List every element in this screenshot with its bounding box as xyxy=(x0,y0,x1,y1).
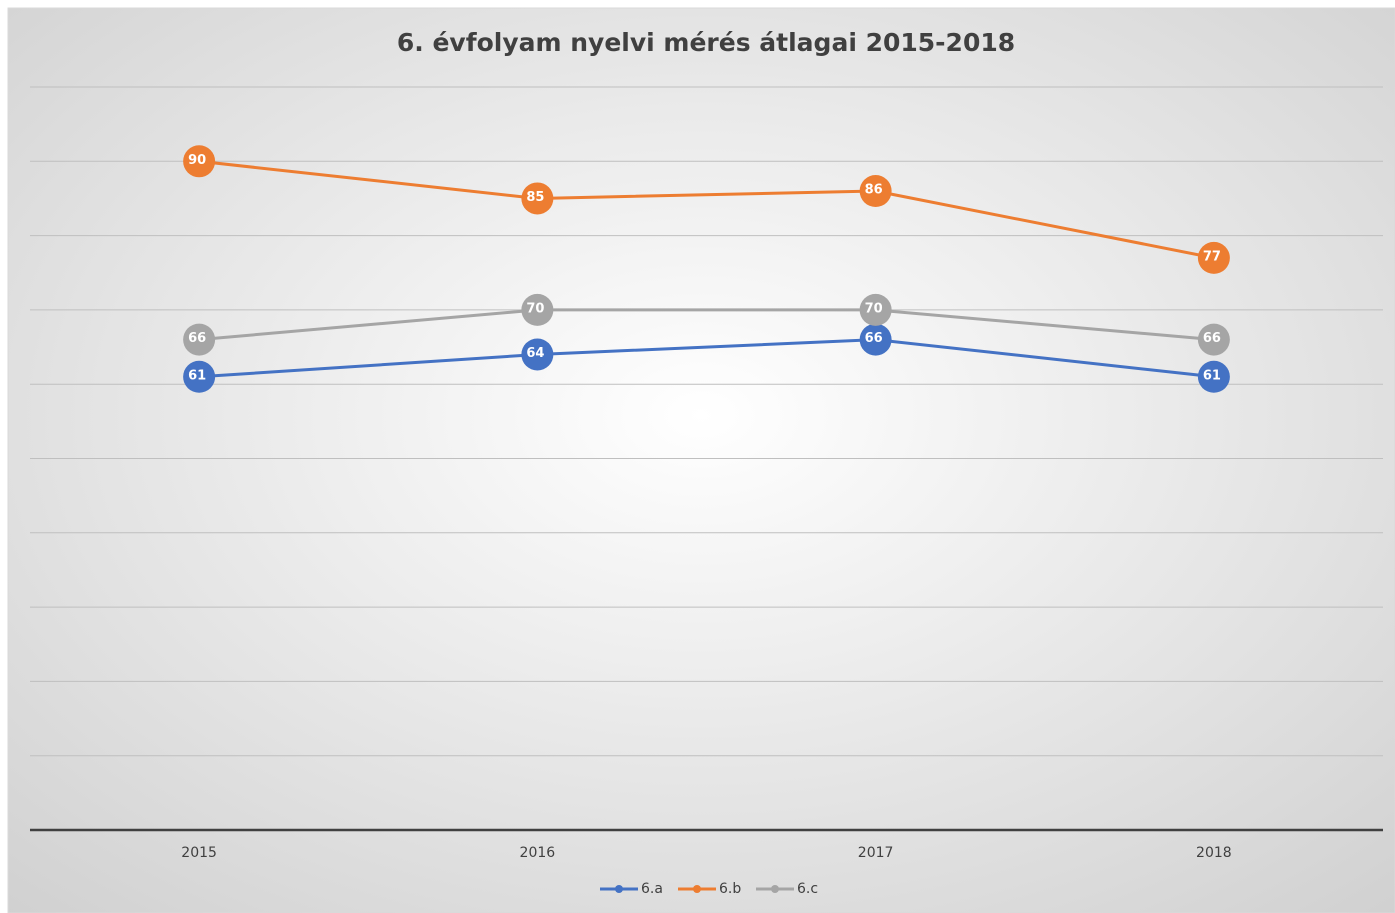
data-point xyxy=(183,360,216,393)
legend-marker xyxy=(615,885,623,893)
data-point xyxy=(1197,241,1230,274)
data-label: 61 xyxy=(1203,368,1221,383)
chart-title: 6. évfolyam nyelvi mérés átlagai 2015-20… xyxy=(397,28,1015,57)
x-tick-label: 2018 xyxy=(1196,845,1232,861)
data-point xyxy=(521,182,554,215)
legend-label: 6.a xyxy=(641,881,663,897)
x-tick-label: 2016 xyxy=(520,845,556,861)
data-label: 85 xyxy=(526,190,544,205)
data-label: 66 xyxy=(1203,331,1221,346)
data-label: 86 xyxy=(865,183,883,198)
legend-marker xyxy=(693,885,701,893)
data-point xyxy=(1197,323,1230,356)
line-series xyxy=(198,308,1215,342)
data-label: 61 xyxy=(188,368,206,383)
data-point xyxy=(521,338,554,371)
data-point xyxy=(521,293,554,326)
x-tick-label: 2017 xyxy=(858,845,894,861)
data-point xyxy=(1197,360,1230,393)
data-label: 90 xyxy=(188,153,206,168)
data-label: 66 xyxy=(188,331,206,346)
line-series xyxy=(198,159,1215,260)
legend-label: 6.b xyxy=(719,881,741,897)
legend-label: 6.c xyxy=(797,881,818,897)
line-series xyxy=(199,338,1215,379)
data-point xyxy=(183,145,216,178)
data-point xyxy=(183,323,216,356)
legend-marker xyxy=(771,885,779,893)
data-label: 70 xyxy=(865,301,883,316)
data-label: 66 xyxy=(865,331,883,346)
data-label: 64 xyxy=(526,346,544,361)
data-point xyxy=(859,293,892,326)
data-point xyxy=(859,175,892,208)
data-label: 77 xyxy=(1203,249,1221,264)
x-tick-label: 2015 xyxy=(181,845,217,861)
data-label: 70 xyxy=(526,301,544,316)
data-point xyxy=(859,323,892,356)
chart-background xyxy=(7,7,1395,913)
